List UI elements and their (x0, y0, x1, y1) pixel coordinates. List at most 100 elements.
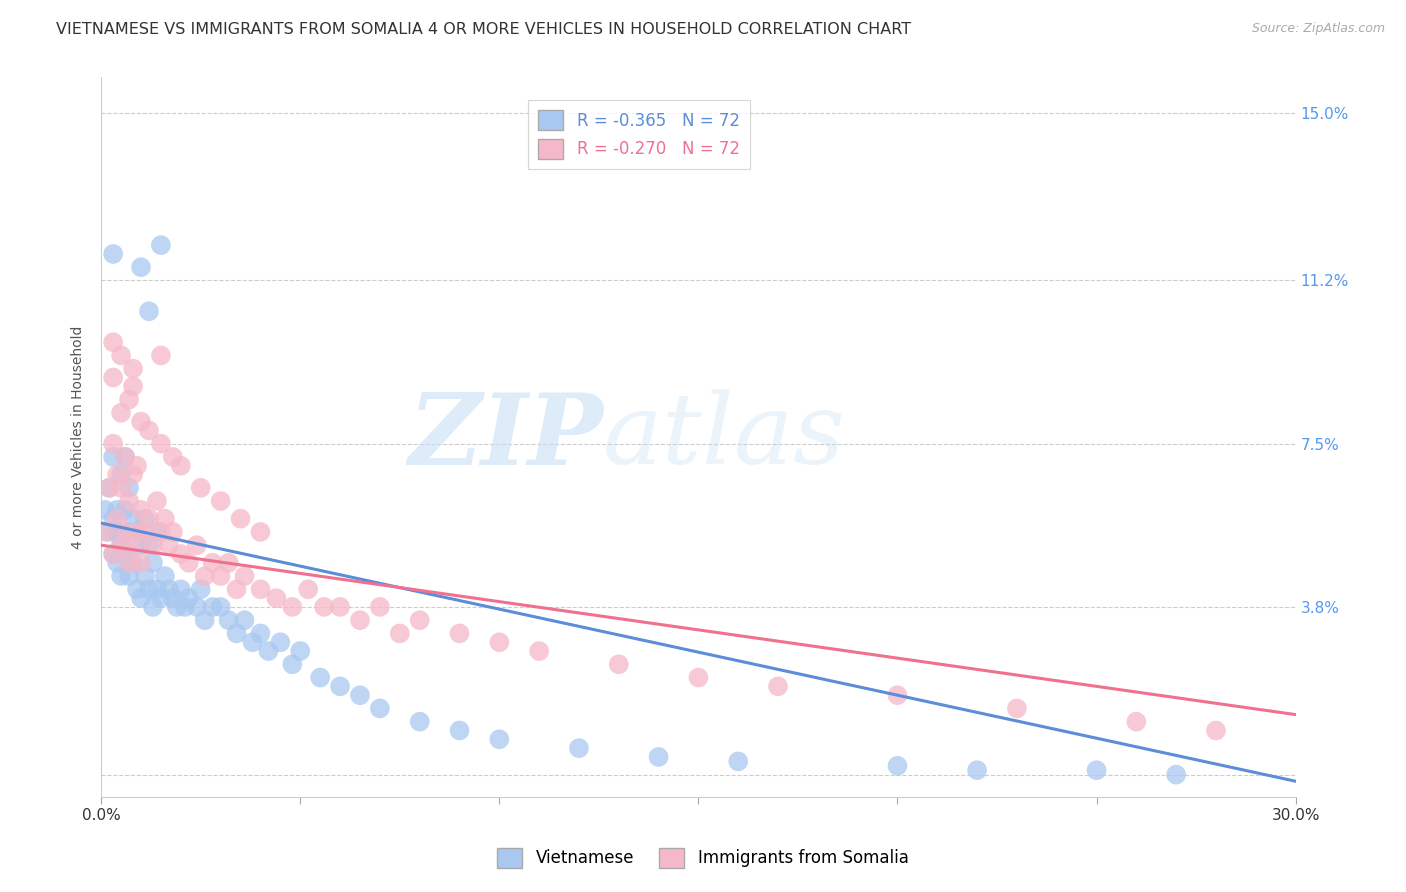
Immigrants from Somalia (129, 503, 152, 517)
Immigrants from Somalia (146, 494, 169, 508)
Vietnamese (349, 688, 371, 702)
Vietnamese (94, 503, 117, 517)
Vietnamese (110, 467, 132, 482)
Immigrants from Somalia (118, 392, 141, 407)
Vietnamese (449, 723, 471, 738)
Vietnamese (105, 503, 128, 517)
Immigrants from Somalia (209, 569, 232, 583)
Vietnamese (98, 481, 121, 495)
Vietnamese (110, 538, 132, 552)
Vietnamese (134, 511, 156, 525)
Immigrants from Somalia (201, 556, 224, 570)
Immigrants from Somalia (105, 467, 128, 482)
Vietnamese (177, 591, 200, 606)
Immigrants from Somalia (449, 626, 471, 640)
Legend: R = -0.365   N = 72, R = -0.270   N = 72: R = -0.365 N = 72, R = -0.270 N = 72 (529, 100, 749, 169)
Immigrants from Somalia (122, 379, 145, 393)
Immigrants from Somalia (1005, 701, 1028, 715)
Immigrants from Somalia (249, 582, 271, 597)
Immigrants from Somalia (162, 524, 184, 539)
Immigrants from Somalia (186, 538, 208, 552)
Immigrants from Somalia (314, 599, 336, 614)
Immigrants from Somalia (110, 406, 132, 420)
Immigrants from Somalia (527, 644, 550, 658)
Vietnamese (190, 582, 212, 597)
Immigrants from Somalia (209, 494, 232, 508)
Immigrants from Somalia (249, 524, 271, 539)
Vietnamese (225, 626, 247, 640)
Immigrants from Somalia (122, 361, 145, 376)
Vietnamese (118, 569, 141, 583)
Immigrants from Somalia (101, 335, 124, 350)
Immigrants from Somalia (766, 679, 789, 693)
Immigrants from Somalia (170, 458, 193, 473)
Vietnamese (110, 569, 132, 583)
Immigrants from Somalia (149, 436, 172, 450)
Immigrants from Somalia (94, 524, 117, 539)
Immigrants from Somalia (368, 599, 391, 614)
Immigrants from Somalia (177, 556, 200, 570)
Immigrants from Somalia (1125, 714, 1147, 729)
Immigrants from Somalia (149, 524, 172, 539)
Text: ZIP: ZIP (408, 389, 603, 485)
Vietnamese (105, 524, 128, 539)
Immigrants from Somalia (266, 591, 288, 606)
Text: Source: ZipAtlas.com: Source: ZipAtlas.com (1251, 22, 1385, 36)
Immigrants from Somalia (409, 613, 432, 627)
Vietnamese (201, 599, 224, 614)
Immigrants from Somalia (129, 415, 152, 429)
Vietnamese (146, 524, 169, 539)
Vietnamese (138, 304, 160, 318)
Vietnamese (129, 260, 152, 275)
Immigrants from Somalia (114, 524, 136, 539)
Vietnamese (173, 599, 195, 614)
Immigrants from Somalia (101, 547, 124, 561)
Vietnamese (134, 569, 156, 583)
Vietnamese (249, 626, 271, 640)
Immigrants from Somalia (157, 538, 180, 552)
Vietnamese (329, 679, 352, 693)
Immigrants from Somalia (281, 599, 304, 614)
Vietnamese (101, 450, 124, 464)
Vietnamese (138, 538, 160, 552)
Vietnamese (290, 644, 312, 658)
Legend: Vietnamese, Immigrants from Somalia: Vietnamese, Immigrants from Somalia (491, 841, 915, 875)
Vietnamese (153, 569, 176, 583)
Y-axis label: 4 or more Vehicles in Household: 4 or more Vehicles in Household (72, 326, 86, 549)
Vietnamese (125, 524, 148, 539)
Vietnamese (257, 644, 280, 658)
Immigrants from Somalia (349, 613, 371, 627)
Vietnamese (125, 582, 148, 597)
Vietnamese (118, 481, 141, 495)
Immigrants from Somalia (297, 582, 319, 597)
Immigrants from Somalia (134, 524, 156, 539)
Vietnamese (309, 671, 332, 685)
Immigrants from Somalia (388, 626, 411, 640)
Vietnamese (368, 701, 391, 715)
Immigrants from Somalia (170, 547, 193, 561)
Immigrants from Somalia (118, 494, 141, 508)
Vietnamese (966, 763, 988, 777)
Vietnamese (281, 657, 304, 672)
Immigrants from Somalia (488, 635, 510, 649)
Vietnamese (186, 599, 208, 614)
Vietnamese (242, 635, 264, 649)
Vietnamese (138, 582, 160, 597)
Vietnamese (129, 591, 152, 606)
Immigrants from Somalia (607, 657, 630, 672)
Vietnamese (886, 759, 908, 773)
Immigrants from Somalia (688, 671, 710, 685)
Vietnamese (409, 714, 432, 729)
Vietnamese (166, 599, 188, 614)
Immigrants from Somalia (194, 569, 217, 583)
Vietnamese (114, 547, 136, 561)
Immigrants from Somalia (110, 348, 132, 362)
Immigrants from Somalia (110, 481, 132, 495)
Immigrants from Somalia (129, 556, 152, 570)
Immigrants from Somalia (114, 450, 136, 464)
Vietnamese (1166, 767, 1188, 781)
Vietnamese (647, 750, 669, 764)
Vietnamese (1085, 763, 1108, 777)
Immigrants from Somalia (110, 538, 132, 552)
Vietnamese (170, 582, 193, 597)
